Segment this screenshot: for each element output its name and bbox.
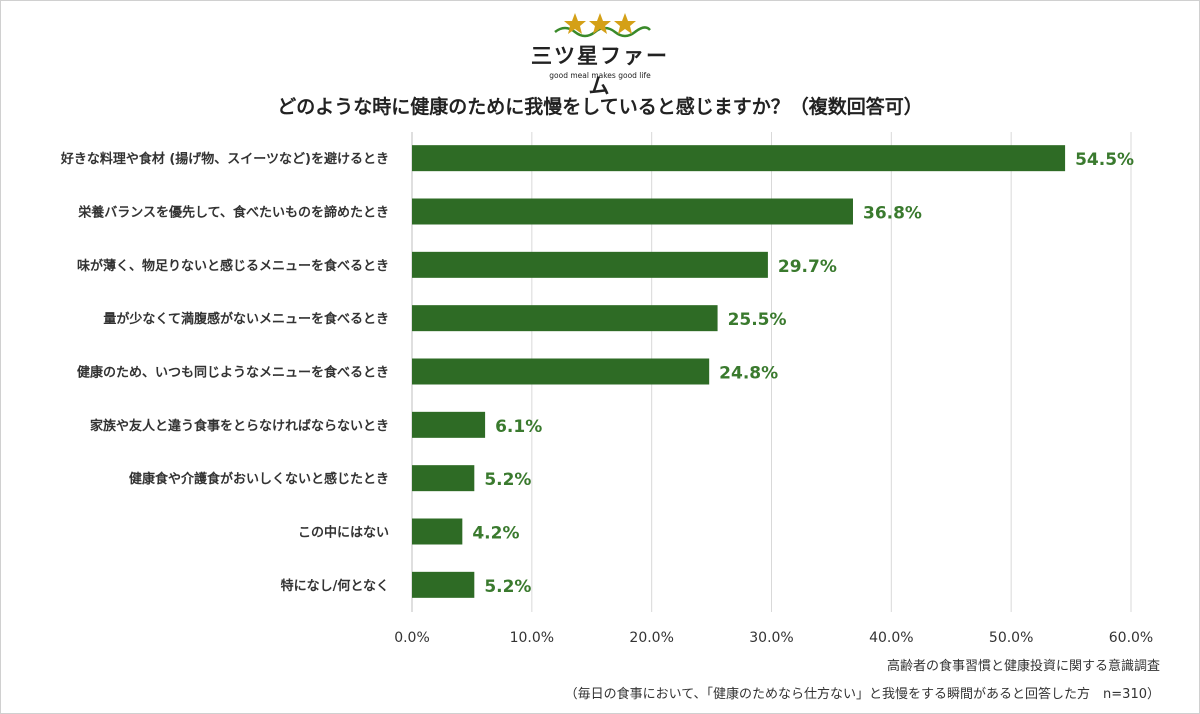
x-tick-label: 0.0% [394, 630, 430, 646]
category-label: 量が少なくて満腹感がないメニューを食べるとき [103, 311, 389, 327]
bar [412, 198, 853, 225]
category-label: 栄養バランスを優先して、食べたいものを諦めたとき [77, 205, 389, 221]
data-label: 29.7% [778, 257, 837, 277]
data-label: 25.5% [728, 310, 787, 330]
data-label: 4.2% [472, 524, 519, 544]
chart-title: どのような時に健康のために我慢をしていると感じますか？（複数回答可） [277, 96, 923, 118]
logo-name: 三ツ星ファーム [531, 44, 669, 98]
x-tick-label: 40.0% [869, 630, 913, 646]
data-label: 5.2% [484, 470, 531, 490]
category-label: 家族や友人と違う食事をとらなければならないとき [90, 418, 389, 434]
x-tick-label: 10.0% [510, 630, 554, 646]
logo-stars-icon [554, 13, 651, 38]
bar [412, 571, 475, 598]
category-label: 健康食や介護食がおいしくないと感じたとき [129, 471, 389, 487]
category-label: 健康のため、いつも同じようなメニューを食べるとき [77, 365, 389, 381]
bar [412, 145, 1066, 172]
bar [412, 358, 710, 385]
data-label: 36.8% [863, 204, 922, 224]
bar [412, 251, 768, 278]
source-line-2: （毎日の食事において、「健康のためなら仕方ない」と我慢をする瞬間があると回答した… [564, 687, 1160, 702]
data-label: 54.5% [1075, 150, 1134, 170]
data-label: 24.8% [719, 364, 778, 384]
logo-tagline: good meal makes good life [549, 71, 651, 80]
data-label: 6.1% [495, 417, 542, 437]
x-tick-label: 50.0% [989, 630, 1033, 646]
logo: 三ツ星ファーム good meal makes good life [520, 10, 680, 98]
category-label: この中にはない [298, 525, 389, 541]
source-line-1: 高齢者の食事習慣と健康投資に関する意識調査 [886, 659, 1160, 674]
x-tick-label: 60.0% [1109, 630, 1153, 646]
category-label: 特になし/何となく [281, 578, 389, 594]
x-tick-label: 20.0% [629, 630, 673, 646]
category-label: 好きな料理や食材 (揚げ物、スイーツなど)を避けるとき [60, 151, 389, 167]
x-tick-label: 30.0% [749, 630, 793, 646]
bar [412, 305, 718, 332]
bar [412, 465, 475, 492]
bar [412, 518, 463, 545]
category-label: 味が薄く、物足りないと感じるメニューを食べるとき [77, 258, 389, 274]
data-label: 5.2% [484, 577, 531, 597]
bar [412, 411, 486, 438]
